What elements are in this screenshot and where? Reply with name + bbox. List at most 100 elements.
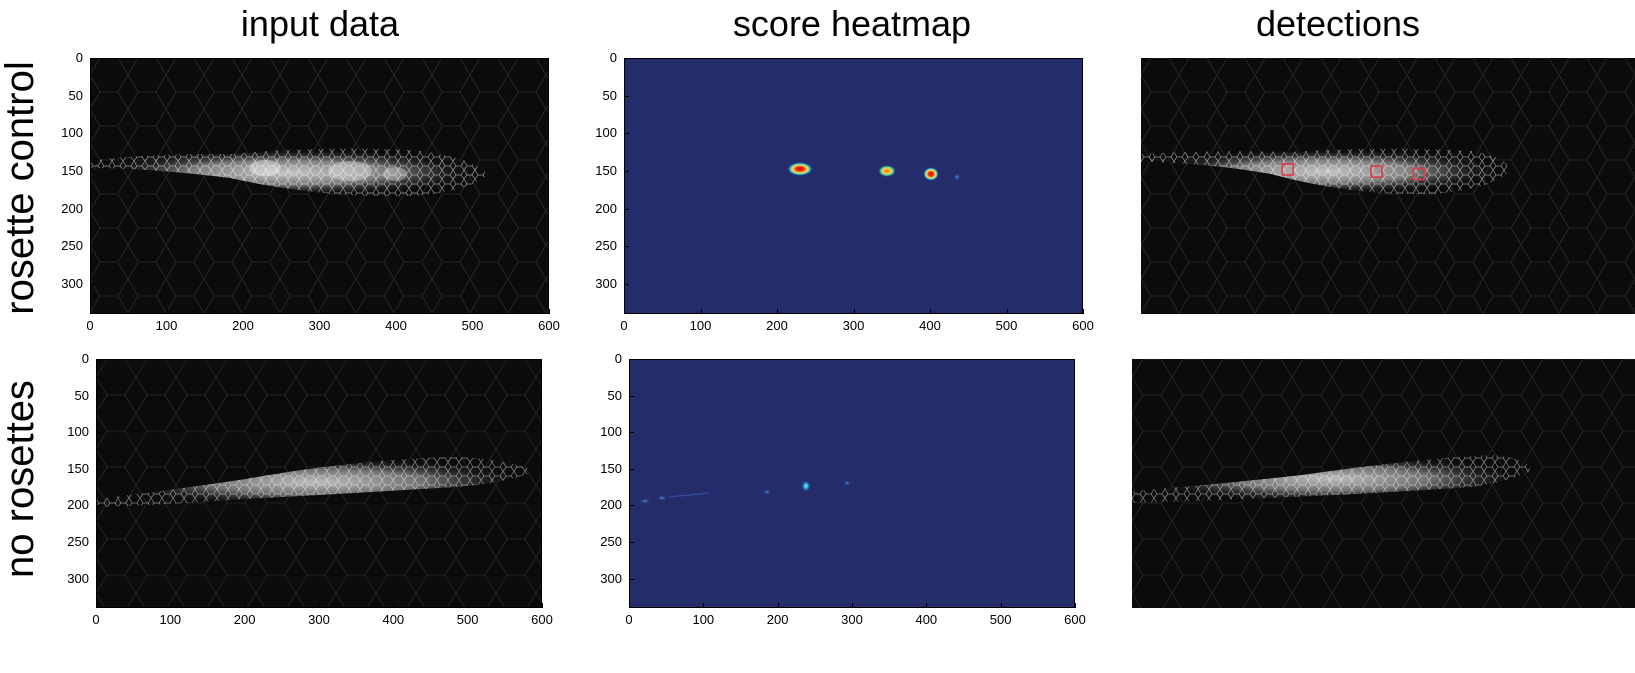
- y-tick-mark: [629, 542, 634, 544]
- x-tick-mark: [930, 309, 931, 314]
- y-tick-mark: [90, 133, 95, 135]
- y-tick-label: 50: [607, 387, 622, 403]
- y-tick-label: 100: [595, 125, 617, 141]
- x-tick-mark: [1006, 309, 1008, 314]
- axes-frame: [90, 58, 549, 314]
- x-tick-mark: [319, 309, 321, 314]
- x-tick-mark: [467, 603, 469, 608]
- y-tick-mark: [624, 58, 629, 59]
- y-tick-mark: [624, 133, 629, 135]
- x-tick-label: 500: [456, 612, 479, 627]
- input-image-rosette-control: [90, 58, 549, 314]
- y-tick-label: 0: [81, 351, 89, 366]
- y-tick-label: 200: [600, 497, 622, 513]
- column-title-detections: detections: [1255, 3, 1421, 44]
- x-tick-label: 600: [531, 612, 553, 627]
- x-tick-mark: [319, 603, 320, 608]
- x-tick-label: 400: [919, 318, 941, 333]
- x-tick-label: 0: [620, 318, 628, 333]
- x-tick-label: 0: [625, 612, 633, 627]
- score-heatmap-rosette-control: [624, 58, 1083, 314]
- y-tick-mark: [96, 395, 101, 397]
- y-tick-label: 0: [614, 351, 622, 366]
- x-tick-mark: [542, 603, 543, 608]
- x-tick-mark: [629, 603, 630, 608]
- axes-frame: [624, 58, 1083, 314]
- y-tick-label: 250: [595, 238, 617, 254]
- y-tick-mark: [96, 432, 101, 434]
- y-tick-mark: [96, 359, 101, 360]
- x-tick-mark: [777, 603, 779, 608]
- y-tick-mark: [629, 578, 634, 580]
- y-tick-label: 100: [600, 424, 622, 440]
- x-tick-label: 600: [1072, 318, 1094, 333]
- y-tick-mark: [96, 468, 101, 470]
- y-tick-mark: [90, 58, 95, 59]
- y-tick-mark: [629, 505, 634, 507]
- y-tick-mark: [624, 246, 629, 248]
- x-tick-mark: [170, 603, 172, 608]
- x-tick-mark: [624, 309, 625, 314]
- y-tick-label: 0: [609, 50, 617, 65]
- y-tick-label: 300: [67, 570, 89, 586]
- column-title-input-data: input data: [240, 3, 400, 44]
- y-tick-mark: [90, 95, 95, 97]
- x-tick-mark: [703, 603, 705, 608]
- x-tick-label: 400: [915, 612, 938, 627]
- x-tick-label: 0: [92, 612, 100, 627]
- x-tick-label: 600: [1064, 612, 1086, 627]
- y-tick-mark: [629, 395, 634, 397]
- x-tick-label: 400: [385, 318, 407, 333]
- y-tick-label: 250: [600, 534, 622, 550]
- y-tick-label: 300: [61, 275, 83, 291]
- y-tick-label: 200: [67, 497, 89, 513]
- y-tick-mark: [96, 542, 101, 544]
- input-axes-row1: 0 100 200 300 400 500 600 0 50 100 150 200 250 300: [61, 51, 560, 332]
- y-tick-label: 150: [595, 162, 617, 178]
- detection-box: [1281, 163, 1294, 176]
- x-tick-mark: [1000, 603, 1002, 608]
- y-tick-mark: [629, 359, 634, 360]
- y-tick-label: 200: [61, 200, 83, 216]
- row-title-no-rosettes: no rosettes: [0, 380, 42, 578]
- x-tick-label: 500: [461, 318, 484, 333]
- column-title-score-heatmap: score heatmap: [732, 3, 972, 44]
- x-tick-label: 400: [382, 612, 405, 627]
- x-tick-mark: [1083, 309, 1084, 314]
- x-tick-label: 500: [995, 318, 1018, 333]
- heatmap-axes-row2: 0 100 200 300 400 500 600 0 50 100 150 200 250 300: [600, 352, 1086, 626]
- y-tick-label: 150: [600, 460, 622, 476]
- input-axes-row2: 0 100 200 300 400 500 600 0 50 100 150 200 250 300: [67, 352, 553, 626]
- y-tick-label: 100: [61, 125, 83, 141]
- y-tick-mark: [96, 578, 101, 580]
- y-tick-label: 0: [75, 50, 83, 65]
- y-tick-mark: [624, 283, 629, 285]
- x-tick-label: 200: [766, 318, 788, 333]
- y-tick-label: 200: [595, 200, 617, 216]
- x-tick-mark: [166, 309, 168, 314]
- x-tick-label: 200: [233, 612, 256, 627]
- x-tick-mark: [1075, 603, 1076, 608]
- x-tick-mark: [472, 309, 474, 314]
- x-tick-label: 0: [86, 318, 94, 333]
- y-tick-label: 100: [67, 424, 89, 440]
- y-tick-mark: [624, 95, 629, 97]
- x-tick-mark: [853, 309, 855, 314]
- y-tick-mark: [96, 505, 101, 507]
- y-tick-label: 250: [61, 238, 83, 254]
- x-tick-mark: [926, 603, 928, 608]
- x-tick-mark: [393, 603, 395, 608]
- axes-frame: [629, 359, 1075, 608]
- y-tick-mark: [90, 246, 95, 248]
- y-tick-mark: [90, 208, 95, 210]
- x-tick-label: 200: [232, 318, 254, 333]
- detection-boxes: [1281, 163, 1426, 181]
- x-tick-label: 600: [538, 318, 560, 333]
- y-tick-mark: [90, 170, 95, 172]
- x-tick-mark: [244, 603, 246, 608]
- score-heatmap-no-rosettes: [629, 359, 1075, 608]
- y-tick-label: 50: [74, 387, 89, 403]
- x-tick-label: 300: [841, 612, 863, 627]
- y-tick-mark: [629, 432, 634, 434]
- y-tick-mark: [629, 468, 634, 470]
